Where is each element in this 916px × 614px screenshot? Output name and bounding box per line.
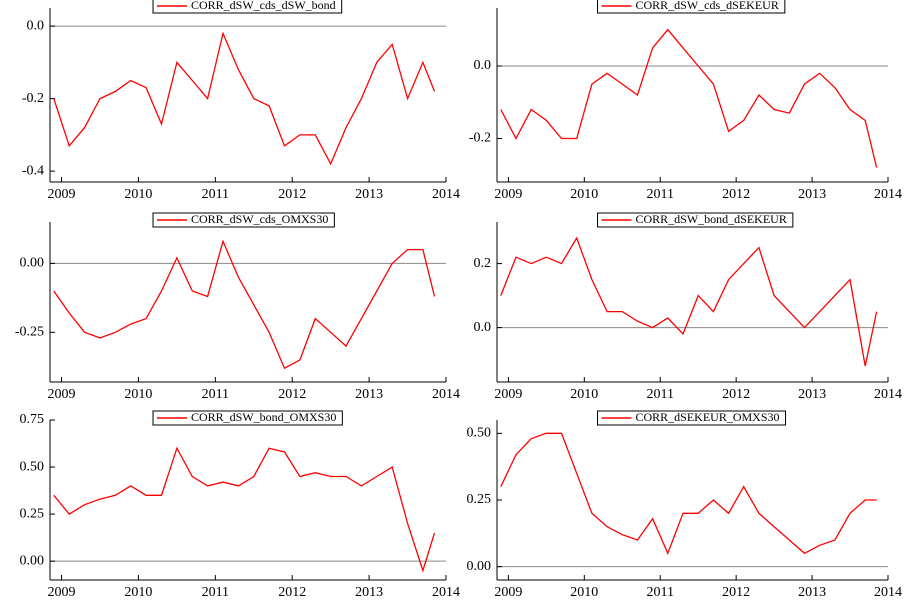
x-tick-label: 2010 — [570, 187, 598, 202]
legend-box — [597, 212, 794, 228]
y-tick-label: 0.00 — [20, 553, 45, 568]
legend-label: CORR_dSW_bond_OMXS30 — [191, 410, 336, 424]
legend-box — [597, 410, 787, 426]
x-tick-label: 2013 — [355, 187, 383, 202]
x-tick-label: 2009 — [494, 387, 522, 402]
legend-label: CORR_dSEKEUR_OMXS30 — [636, 410, 780, 424]
x-tick-label: 2014 — [874, 387, 902, 402]
series-line — [500, 236, 878, 367]
x-tick-label: 2012 — [722, 585, 750, 600]
x-tick-label: 2013 — [798, 585, 826, 600]
x-tick-label: 2010 — [570, 387, 598, 402]
legend-box — [597, 0, 786, 14]
panel: -0.4 -0.2 0.0 2009 2010 2011 2012 2013 2014 CORR_… — [22, 0, 460, 202]
x-tick-label: 2014 — [874, 585, 902, 600]
legend-box — [152, 0, 343, 14]
legend-box — [152, 410, 343, 426]
series-line — [500, 432, 877, 556]
panel: -0.25 0.00 2009 2010 2011 2012 2013 2014 CORR_dS… — [15, 212, 460, 402]
x-tick-label: 2012 — [722, 387, 750, 402]
x-tick-label: 2014 — [432, 387, 460, 402]
panel: 0.00 0.25 0.50 0.75 2009 2010 2011 2012 2013 2014… — [20, 410, 461, 600]
y-tick-label: -0.2 — [469, 131, 491, 146]
x-tick-label: 2010 — [124, 187, 152, 202]
x-tick-label: 2010 — [124, 387, 152, 402]
y-tick-label: -0.4 — [22, 163, 44, 178]
legend-box — [152, 212, 335, 228]
y-tick-label: 0.00 — [467, 559, 492, 574]
series-line — [53, 239, 436, 370]
y-tick-label: -0.2 — [22, 91, 44, 106]
x-tick-label: 2014 — [874, 187, 902, 202]
x-tick-label: 2012 — [722, 187, 750, 202]
y-tick-label: 0.0 — [27, 18, 45, 33]
x-tick-label: 2014 — [432, 187, 460, 202]
y-tick-label: 0.0 — [474, 58, 492, 73]
panel: -0.2 0.0 2009 2010 2011 2012 2013 2014 CORR_dSW_… — [469, 0, 902, 202]
x-tick-label: 2011 — [202, 387, 229, 402]
series-line — [53, 446, 436, 573]
x-tick-label: 2012 — [278, 387, 306, 402]
x-tick-label: 2009 — [48, 585, 76, 600]
legend-label: CORR_dSW_cds_OMXS30 — [191, 212, 328, 226]
x-tick-label: 2010 — [124, 585, 152, 600]
legend-label: CORR_dSW_cds_dSEKEUR — [636, 0, 779, 12]
y-tick-label: 0.75 — [20, 412, 45, 427]
y-tick-label: 0.25 — [467, 492, 492, 507]
x-tick-label: 2013 — [798, 387, 826, 402]
x-tick-label: 2013 — [355, 585, 383, 600]
x-tick-label: 2012 — [278, 187, 306, 202]
legend-label: CORR_dSW_cds_dSW_bond — [191, 0, 336, 12]
x-tick-label: 2014 — [432, 585, 460, 600]
x-tick-label: 2011 — [646, 387, 673, 402]
x-tick-label: 2009 — [494, 187, 522, 202]
y-tick-label: 0.0 — [474, 320, 492, 335]
y-tick-label: 0.50 — [20, 459, 45, 474]
x-tick-label: 2013 — [798, 187, 826, 202]
y-tick-label: 0.00 — [20, 256, 45, 271]
y-tick-label: 0.50 — [467, 426, 492, 441]
x-tick-label: 2011 — [202, 187, 229, 202]
y-tick-label: 0.2 — [474, 256, 492, 271]
x-tick-label: 2011 — [646, 187, 673, 202]
legend-label: CORR_dSW_bond_dSEKEUR — [636, 212, 787, 226]
x-tick-label: 2012 — [278, 585, 306, 600]
x-tick-label: 2009 — [48, 387, 76, 402]
x-tick-label: 2010 — [570, 585, 598, 600]
y-tick-label: -0.25 — [15, 325, 44, 340]
x-tick-label: 2009 — [494, 585, 522, 600]
x-tick-label: 2011 — [202, 585, 229, 600]
x-tick-label: 2009 — [48, 187, 76, 202]
y-tick-label: 0.25 — [20, 506, 45, 521]
x-tick-label: 2011 — [646, 585, 673, 600]
x-tick-label: 2013 — [355, 387, 383, 402]
panel: 0.0 0.2 2009 2010 2011 2012 2013 2014 CORR_dSW_b… — [474, 212, 903, 402]
series-line — [500, 28, 878, 168]
panel: 0.00 0.25 0.50 2009 2010 2011 2012 2013 2014 CORR… — [467, 410, 903, 600]
series-line — [53, 31, 436, 166]
